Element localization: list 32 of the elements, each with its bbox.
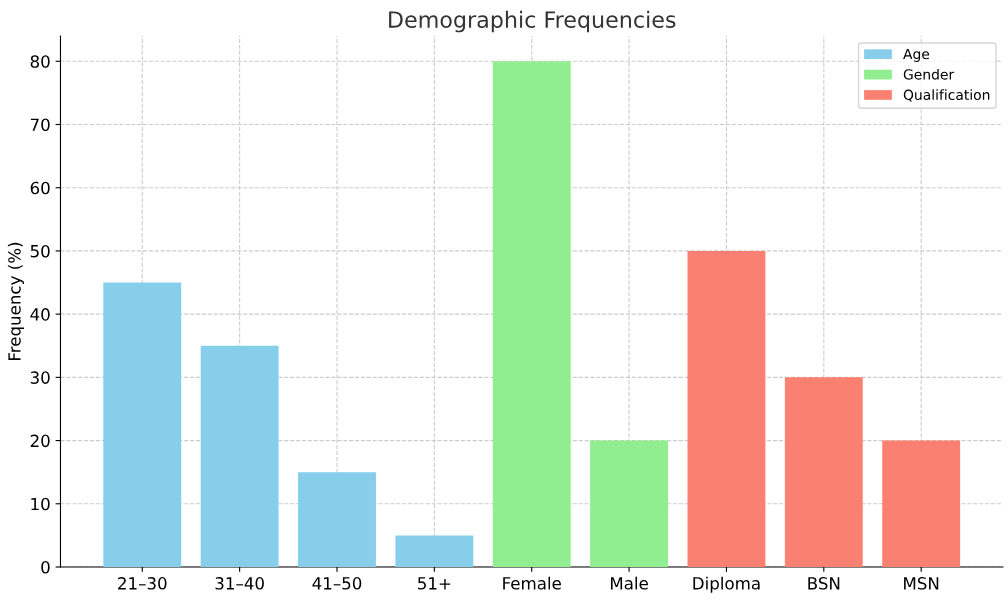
bar (103, 282, 182, 567)
x-tick-label: Female (503, 576, 561, 590)
chart-title: Demographic Frequencies (389, 10, 676, 33)
y-tick-label: 80 (30, 55, 50, 68)
bar (687, 250, 766, 567)
bar (298, 472, 376, 567)
x-tick-label: MSN (904, 577, 939, 590)
y-axis-title: Frequency (%) (7, 242, 24, 360)
bar (784, 377, 863, 567)
x-tick-label: Diploma (693, 576, 760, 593)
y-tick-label: 30 (30, 371, 50, 384)
y-tick-label: 20 (30, 434, 50, 448)
x-tick-label: 31–40 (215, 577, 264, 590)
legend-label: Gender (903, 68, 955, 80)
x-tick-label: 41–50 (312, 577, 362, 590)
y-tick-label: 50 (30, 244, 50, 258)
y-tick-label: 10 (31, 497, 50, 511)
bar (492, 61, 571, 567)
legend-label: Age (903, 48, 930, 62)
y-tick-label: 0 (41, 560, 50, 574)
x-tick-label: 21–30 (118, 577, 167, 590)
bar (395, 535, 474, 567)
bar (882, 440, 961, 567)
legend-label: Qualification (903, 89, 990, 102)
y-tick-label: 70 (30, 118, 50, 132)
x-tick-label: 51+ (418, 577, 451, 590)
x-tick-label: BSN (808, 577, 840, 590)
y-tick-label: 60 (30, 181, 50, 195)
bar (590, 440, 669, 567)
y-tick-label: 40 (30, 308, 50, 321)
bar (200, 345, 279, 567)
x-tick-label: Male (610, 576, 648, 590)
